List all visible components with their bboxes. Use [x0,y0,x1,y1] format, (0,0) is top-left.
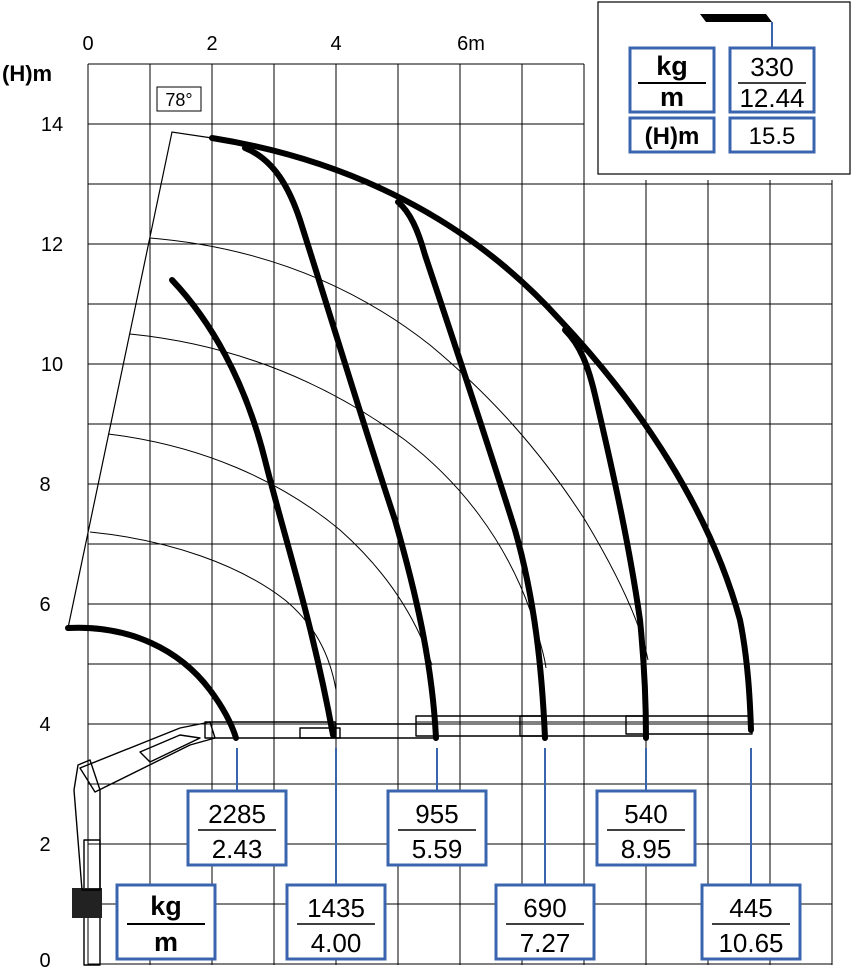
load-m-5: 8.95 [621,834,672,864]
load-point-box-3: 955 5.59 [386,789,488,867]
load-kg-4: 690 [523,893,566,923]
y-tick: 2 [39,834,50,856]
crane-cylinder [139,734,201,763]
load-point-box-1: 2285 2.43 [186,789,288,867]
bottom-legend-m: m [154,927,178,957]
load-point-box-6: 445 10.65 [700,883,802,961]
angle-label: 78° [165,90,192,110]
load-curve-4 [562,327,649,741]
load-point-box-2: 1435 4.00 [285,883,387,961]
load-kg-5: 540 [624,799,667,829]
legend-m: m [660,82,684,112]
legend-height-box [728,116,816,154]
bottom-legend-box: kg m [115,883,217,961]
crane-base-motor [72,888,102,918]
boom-tip-icon [700,14,772,22]
crane-second-boom [204,721,336,739]
y-tick: 8 [39,474,50,496]
load-kg-1: 2285 [208,799,266,829]
crane-extension-2 [415,715,547,737]
y-tick: 12 [41,234,63,256]
leader-lines [236,748,752,884]
reach-arcs [89,237,649,691]
load-curve-3 [395,199,548,741]
y-axis-ticks: 14 12 10 8 6 4 2 0 [39,114,63,972]
outer-envelope-curve [209,135,754,733]
x-axis-ticks: 0 2 4 6m [82,33,484,55]
y-tick: 4 [39,714,50,736]
load-m-6: 10.65 [718,928,783,958]
y-axis-title: (H)m [2,61,52,86]
load-point-box-4: 690 7.27 [494,883,596,961]
legend-reach: 12.44 [739,83,804,113]
load-point-box-5: 540 8.95 [595,789,697,867]
angle-label-box [156,86,202,112]
top-right-legend: kg m 330 12.44 (H)m 15.5 [597,1,851,175]
legend-kg-m-box [628,46,716,114]
crane-extension-3 [519,715,647,737]
crane-extension-1 [335,723,437,739]
legend-value-box [728,46,816,114]
load-curve-2 [242,145,439,741]
legend-h-box [628,116,716,154]
legend-height: 15.5 [749,123,796,150]
x-tick: 4 [330,33,341,55]
grid [87,63,833,965]
load-m-3: 5.59 [412,834,463,864]
y-tick: 6 [39,594,50,616]
crane-main-boom [79,721,216,793]
crane-extension-4 [625,715,753,735]
crane-illustration [72,715,753,966]
legend-h-label: (H)m [645,123,700,150]
x-tick: 2 [206,33,217,55]
x-tick: 0 [82,33,93,55]
y-tick: 10 [41,354,63,376]
x-tick: 6m [457,33,485,55]
bottom-legend-kg: kg [150,891,182,921]
y-tick: 14 [41,114,63,136]
load-m-2: 4.00 [311,928,362,958]
max-angle-line [67,131,213,629]
legend-kg: kg [656,51,688,81]
load-m-1: 2.43 [212,834,263,864]
load-curves [169,145,649,741]
load-kg-6: 445 [729,893,772,923]
load-m-4: 7.27 [520,928,571,958]
load-kg-2: 1435 [307,893,365,923]
legend-load: 330 [750,52,793,82]
y-tick: 0 [39,950,50,972]
load-curve-1 [169,277,336,738]
load-kg-3: 955 [415,799,458,829]
